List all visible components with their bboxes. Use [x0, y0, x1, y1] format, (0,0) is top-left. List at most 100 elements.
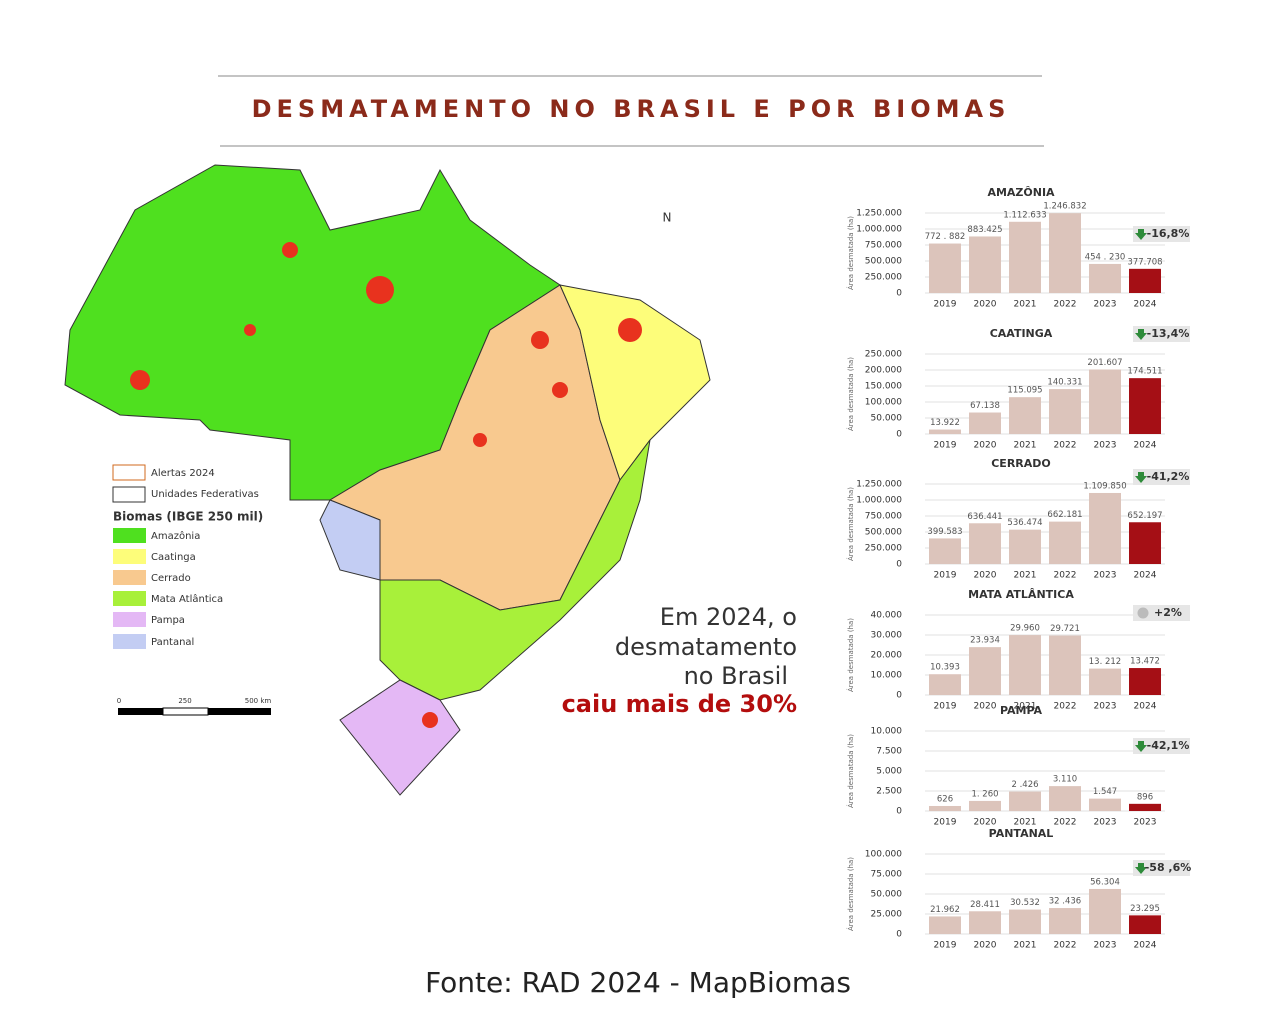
legend-swatch — [113, 591, 146, 606]
value-label: 1.109.850 — [1083, 481, 1126, 491]
bar — [1129, 803, 1161, 811]
y-tick-label: 250.000 — [865, 350, 902, 360]
y-tick-label: 0 — [896, 930, 902, 940]
y-tick-label: 150.000 — [865, 382, 902, 392]
x-tick-label: 2021 — [1014, 702, 1037, 712]
y-axis-label: Área desmatada (ha) — [846, 734, 855, 808]
change-badge — [1133, 860, 1190, 876]
bar — [969, 800, 1001, 811]
x-tick-label: 2024 — [1134, 571, 1157, 581]
value-label: 1. 260 — [971, 789, 998, 799]
legend-label: Cerrado — [151, 573, 191, 584]
value-label: 3.110 — [1053, 775, 1077, 785]
y-axis-label: Área desmatada (ha) — [846, 216, 855, 290]
value-label: 23.295 — [1130, 904, 1160, 914]
map-legend: Alertas 2024 Unidades Federativas Biomas… — [112, 464, 263, 649]
value-label: 536.474 — [1007, 518, 1042, 528]
y-tick-label: 40.000 — [871, 611, 903, 621]
bar — [969, 236, 1001, 293]
x-tick-label: 2021 — [1014, 300, 1037, 310]
bar-chart: PANTANAL Área desmatada (ha) 0 25.000 50.000… — [846, 827, 1191, 951]
x-tick-label: 2021 — [1014, 571, 1037, 581]
bar — [1089, 668, 1121, 695]
change-label: -13,4% — [1147, 327, 1190, 340]
x-tick-label: 2019 — [934, 702, 957, 712]
bar — [1049, 389, 1081, 434]
legend-swatch — [113, 570, 146, 585]
source: Fonte: RAD 2024 - MapBiomas — [425, 966, 851, 999]
bar — [1009, 397, 1041, 434]
value-label: 1.547 — [1093, 787, 1117, 797]
value-label: 29.960 — [1010, 624, 1040, 634]
value-label: 454 . 230 — [1085, 252, 1126, 262]
bar — [1049, 521, 1081, 564]
x-tick-label: 2024 — [1134, 941, 1157, 951]
value-label: 883.425 — [967, 225, 1002, 235]
y-tick-label: 2.500 — [876, 787, 902, 797]
x-tick-label: 2023 — [1094, 702, 1117, 712]
change-label: +2% — [1154, 606, 1182, 619]
legend-swatch — [113, 634, 146, 649]
y-axis-label: Área desmatada (ha) — [846, 857, 855, 931]
bar — [1089, 369, 1121, 434]
value-label: 28.411 — [970, 900, 1000, 910]
value-label: 23.934 — [970, 636, 1000, 646]
chart-title: PAMPA — [1000, 704, 1043, 717]
bar — [969, 911, 1001, 934]
bar — [969, 647, 1001, 695]
change-badge — [1133, 326, 1190, 342]
change-badge — [1133, 605, 1190, 621]
y-tick-label: 100.000 — [865, 850, 902, 860]
x-tick-label: 2024 — [1134, 441, 1157, 451]
y-tick-label: 200.000 — [865, 366, 902, 376]
x-tick-label: 2020 — [974, 300, 997, 310]
chart-title: AMAZÔNIA — [987, 186, 1055, 199]
value-label: 399.583 — [927, 527, 962, 537]
x-tick-label: 2020 — [974, 941, 997, 951]
bar — [929, 805, 961, 811]
value-label: 652.197 — [1127, 511, 1162, 521]
bar — [1129, 378, 1161, 434]
trend-arrow — [1135, 329, 1147, 340]
x-tick-label: 2020 — [974, 702, 997, 712]
bar — [1089, 492, 1121, 564]
bar-chart: PAMPA Área desmatada (ha) 0 2.500 5.000 7.500… — [846, 704, 1190, 828]
legend-swatch — [112, 464, 146, 481]
y-tick-label: 750.000 — [865, 512, 902, 522]
scale-label: 250 — [178, 697, 191, 705]
change-label: -41,2% — [1147, 470, 1190, 483]
biome-pantanal — [319, 499, 381, 581]
legend-label: Pantanal — [151, 637, 194, 648]
value-label: 662.181 — [1047, 510, 1082, 520]
y-axis-label: Área desmatada (ha) — [846, 357, 855, 431]
north-label: N — [663, 211, 672, 225]
x-tick-label: 2021 — [1014, 818, 1037, 828]
value-label: 30.532 — [1010, 898, 1040, 908]
scale-segment — [208, 708, 271, 715]
trend-arrow — [1135, 472, 1147, 483]
value-label: 377.708 — [1127, 257, 1162, 267]
value-label: 32 .436 — [1049, 897, 1081, 907]
legend-label: Amazônia — [151, 530, 200, 542]
bar — [1129, 522, 1161, 564]
x-tick-label: 2022 — [1054, 300, 1077, 310]
bar — [1129, 268, 1161, 293]
y-tick-label: 50.000 — [871, 890, 903, 900]
y-tick-label: 500.000 — [865, 528, 902, 538]
y-tick-label: 0 — [896, 807, 902, 817]
legend-swatch — [113, 549, 146, 564]
bar — [1129, 668, 1161, 695]
bar — [1009, 635, 1041, 695]
y-tick-label: 0 — [896, 691, 902, 701]
y-tick-label: 1.250.000 — [856, 480, 902, 490]
bar — [1089, 888, 1121, 934]
value-label: 636.441 — [967, 512, 1002, 522]
scale-segment — [162, 707, 209, 716]
bar-chart: CERRADO Área desmatada (ha) 0 250.000 500.00… — [846, 457, 1190, 581]
value-label: 21.962 — [930, 905, 960, 915]
y-axis-label: Área desmatada (ha) — [846, 618, 855, 692]
x-tick-label: 2023 — [1134, 818, 1157, 828]
value-label: 56.304 — [1090, 877, 1120, 887]
bar — [969, 412, 1001, 434]
legend-swatch — [113, 528, 146, 543]
